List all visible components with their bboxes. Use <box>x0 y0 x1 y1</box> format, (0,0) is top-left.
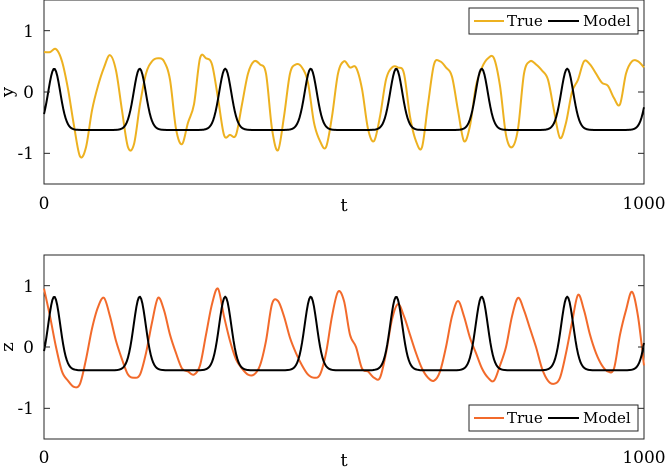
top-y-ticks <box>44 30 644 154</box>
top-series-true-line <box>43 47 645 159</box>
top-series-model-line <box>43 67 645 131</box>
bottom-legend-model-label: Model <box>583 409 631 427</box>
top-ytick-label-0: 0 <box>23 83 34 103</box>
bottom-ytick-label-0: 0 <box>23 338 34 358</box>
bottom-series-true-line <box>43 287 645 389</box>
bottom-y-axis-label: z <box>0 342 18 351</box>
bottom-xtick-label-1000: 1000 <box>622 448 665 467</box>
bottom-y-ticks <box>44 285 644 409</box>
top-y-axis-label: y <box>0 86 18 98</box>
bottom-xtick-label-0: 0 <box>39 448 50 467</box>
top-xtick-label-1000: 1000 <box>622 194 665 214</box>
bottom-x-axis-label: t <box>340 450 348 467</box>
top-plot: 1 0 -1 0 1000 t y True Model <box>0 0 665 216</box>
bottom-ytick-label-neg1: -1 <box>17 399 34 419</box>
bottom-ytick-label-1: 1 <box>23 277 34 297</box>
top-legend-model-label: Model <box>583 12 631 30</box>
bottom-series-group <box>43 287 645 389</box>
top-x-axis-label: t <box>340 195 348 216</box>
top-legend-true-label: True <box>507 12 543 30</box>
top-xtick-label-0: 0 <box>39 194 50 214</box>
top-ytick-label-neg1: -1 <box>17 144 34 164</box>
bottom-plot: 1 0 -1 0 1000 t z True Model <box>0 254 665 467</box>
top-legend: True Model <box>468 7 639 35</box>
bottom-legend: True Model <box>468 404 639 432</box>
bottom-series-model-line <box>43 295 645 372</box>
top-ytick-label-1: 1 <box>23 22 34 42</box>
bottom-legend-true-label: True <box>507 409 543 427</box>
top-series-group <box>43 47 645 159</box>
